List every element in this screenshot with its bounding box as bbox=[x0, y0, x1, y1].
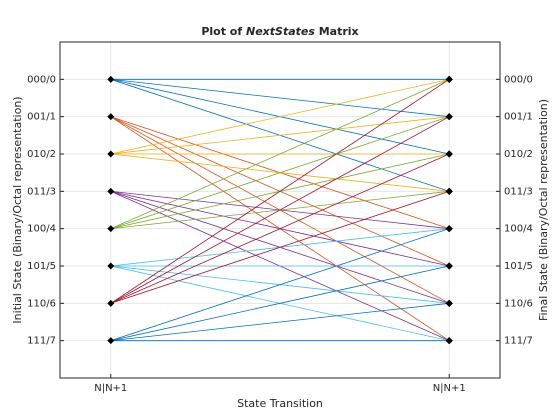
title-part: Plot of bbox=[201, 25, 242, 38]
transition-line bbox=[110, 78, 450, 304]
title-part: NextStates bbox=[246, 25, 315, 38]
y2-axis-label: Final State (Binary/Octal representation… bbox=[537, 99, 550, 321]
y2-tick-label: 000/0 bbox=[504, 74, 533, 85]
state-marker bbox=[107, 187, 115, 195]
state-marker bbox=[445, 299, 453, 307]
transition-line bbox=[110, 190, 450, 304]
transition-line bbox=[110, 153, 450, 304]
x-axis-label: State Transition bbox=[237, 397, 323, 410]
title-part: Matrix bbox=[319, 25, 359, 38]
y2-tick-label: 100/4 bbox=[504, 224, 533, 235]
x-tick-label: N|N+1 bbox=[94, 383, 127, 394]
x-tick-label: N|N+1 bbox=[433, 383, 466, 394]
state-marker bbox=[107, 113, 115, 121]
state-marker bbox=[445, 262, 453, 270]
transition-line bbox=[110, 78, 450, 155]
transition-line bbox=[110, 78, 450, 118]
state-marker bbox=[445, 113, 453, 121]
state-marker bbox=[445, 150, 453, 158]
state-marker bbox=[107, 299, 115, 307]
state-marker bbox=[107, 225, 115, 233]
y-tick-label: 111/7 bbox=[27, 336, 56, 347]
state-marker bbox=[445, 337, 453, 345]
state-marker bbox=[445, 225, 453, 233]
y-tick-label: 010/2 bbox=[27, 149, 56, 160]
transition-line bbox=[110, 78, 450, 230]
y-tick-label: 100/4 bbox=[27, 224, 56, 235]
transition-line bbox=[110, 228, 450, 342]
state-marker bbox=[107, 262, 115, 270]
transition-line bbox=[110, 265, 450, 342]
y2-tick-label: 001/1 bbox=[504, 112, 533, 123]
state-marker bbox=[107, 337, 115, 345]
state-marker bbox=[445, 187, 453, 195]
state-marker bbox=[107, 75, 115, 83]
state-marker bbox=[107, 150, 115, 158]
transition-line bbox=[110, 116, 450, 155]
y-tick-label: 001/1 bbox=[27, 112, 56, 123]
transition-line bbox=[110, 116, 450, 304]
transition-line bbox=[110, 116, 450, 230]
y2-tick-label: 111/7 bbox=[504, 336, 533, 347]
transition-line bbox=[110, 302, 450, 342]
y2-tick-label: 101/5 bbox=[504, 261, 533, 272]
y-axis-label: Initial State (Binary/Octal representati… bbox=[11, 96, 24, 323]
y-tick-label: 000/0 bbox=[27, 74, 56, 85]
state-marker bbox=[445, 75, 453, 83]
y2-tick-label: 110/6 bbox=[504, 298, 533, 309]
chart-title: Plot of NextStates Matrix bbox=[201, 25, 358, 38]
y-tick-label: 110/6 bbox=[27, 298, 56, 309]
y2-tick-label: 011/3 bbox=[504, 186, 533, 197]
y-tick-label: 101/5 bbox=[27, 261, 56, 272]
y2-tick-label: 010/2 bbox=[504, 149, 533, 160]
axes-box bbox=[59, 41, 501, 379]
y-tick-label: 011/3 bbox=[27, 186, 56, 197]
